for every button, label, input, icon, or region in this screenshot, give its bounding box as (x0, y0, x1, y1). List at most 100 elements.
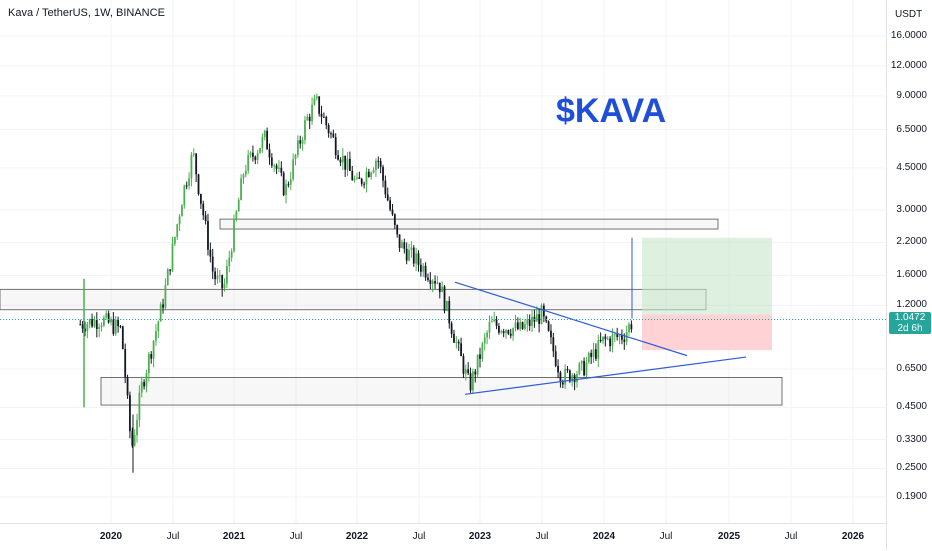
bar-countdown: 2d 6h (897, 322, 923, 334)
candle-body (363, 183, 365, 185)
candle-body (164, 285, 167, 308)
candle-body (417, 253, 420, 265)
candle-body (507, 330, 510, 334)
candle-body (559, 372, 562, 383)
candle-body (119, 326, 122, 328)
candle-body (445, 300, 448, 311)
time-axis-label: Jul (535, 531, 549, 542)
candle-body (450, 323, 453, 334)
candle-body (431, 281, 434, 284)
candle-body (266, 130, 269, 150)
candle-body (408, 249, 410, 261)
candle-body (306, 116, 309, 121)
candle-body (455, 341, 458, 343)
ascending-trendline (464, 356, 747, 395)
candle-body (131, 431, 134, 446)
candle-body (209, 249, 212, 257)
candle-body (221, 275, 224, 289)
loss-zone (642, 314, 772, 351)
candle-body (554, 351, 557, 366)
candle-body (356, 177, 358, 179)
candle-body (81, 324, 84, 329)
candle-body (178, 216, 181, 225)
symbol-title[interactable]: Kava / TetherUS, 1W, BINANCE (6, 7, 167, 19)
candle-body (429, 279, 432, 284)
candle-body (375, 160, 377, 170)
candle-body (105, 313, 108, 318)
candle-body (500, 331, 503, 333)
candle-body (88, 319, 91, 325)
chart-canvas[interactable]: Kava / TetherUS, 1W, BINANCE $KAVA (0, 0, 886, 523)
candle-body (315, 96, 318, 99)
candle-body (514, 322, 517, 329)
candle-body (453, 333, 455, 343)
candle-body (609, 338, 611, 347)
candle-body (505, 330, 507, 334)
candle-body (259, 148, 261, 154)
last-price-tag: 1.0472 2d 6h (889, 311, 931, 334)
price-axis[interactable]: USDT 16.0000 12.0000 9.0000 6.5000 4.5000 3.0… (886, 0, 932, 550)
candle-body (294, 154, 297, 160)
candle-body (580, 360, 583, 364)
candle-body (384, 180, 387, 195)
candle-body (197, 174, 200, 194)
candle-body (576, 374, 578, 383)
candle-body (117, 319, 119, 327)
candle-body (483, 337, 486, 344)
candle-body (611, 334, 614, 347)
candle-body (469, 373, 472, 391)
candle-body (98, 326, 101, 329)
price-axis-label: 16.0000 (890, 30, 927, 41)
time-axis[interactable]: 2020 Jul 2021 Jul 2022 Jul 2023 Jul 2024 Jul 2025 J… (0, 523, 886, 551)
candle-body (448, 300, 451, 324)
candle-body (226, 266, 228, 284)
price-chart-svg[interactable] (0, 0, 886, 523)
candle-body (223, 283, 226, 289)
descending-trendline (454, 281, 688, 357)
candle-body (280, 167, 283, 173)
candle-body (332, 133, 335, 138)
price-axis-label: 3.0000 (896, 204, 927, 216)
candle-body (526, 319, 529, 325)
candle-body (393, 214, 396, 226)
candle-body (311, 104, 313, 122)
candle-body (391, 209, 394, 215)
candle-body (519, 322, 522, 330)
candle-body (436, 282, 439, 284)
candle-body (438, 282, 441, 293)
candle-body (114, 319, 117, 334)
candle-body (476, 354, 479, 375)
candle-body (578, 363, 581, 375)
candle-body (282, 172, 285, 196)
candle-body (346, 158, 349, 170)
price-axis-label: 0.2500 (896, 462, 927, 474)
candle-body (370, 172, 373, 178)
candle-body (275, 165, 278, 169)
candle-body (150, 354, 153, 359)
candle-body (441, 286, 444, 293)
candle-body (169, 269, 172, 271)
candle-body (308, 116, 311, 122)
candle-body (351, 170, 354, 181)
candle-body (590, 352, 593, 358)
candle-body (84, 328, 86, 332)
candle-body (285, 184, 287, 196)
candle-body (630, 324, 633, 330)
ticker-overlay-text[interactable]: $KAVA (556, 92, 667, 130)
zone-resistance (219, 218, 719, 230)
candle-body (595, 349, 597, 359)
candle-body (372, 169, 375, 173)
time-axis-label: Jul (289, 531, 303, 542)
candle-body (296, 140, 299, 155)
candle-body (202, 203, 205, 216)
zone-pivot (0, 288, 707, 311)
candle-body (410, 247, 413, 250)
candle-body (155, 331, 157, 341)
candle-body (110, 319, 112, 323)
candle-body (216, 275, 219, 280)
candle-body (318, 96, 321, 114)
candle-body (195, 153, 198, 175)
candle-body (263, 130, 266, 138)
candle-body (613, 334, 616, 336)
candle-body (412, 247, 415, 264)
